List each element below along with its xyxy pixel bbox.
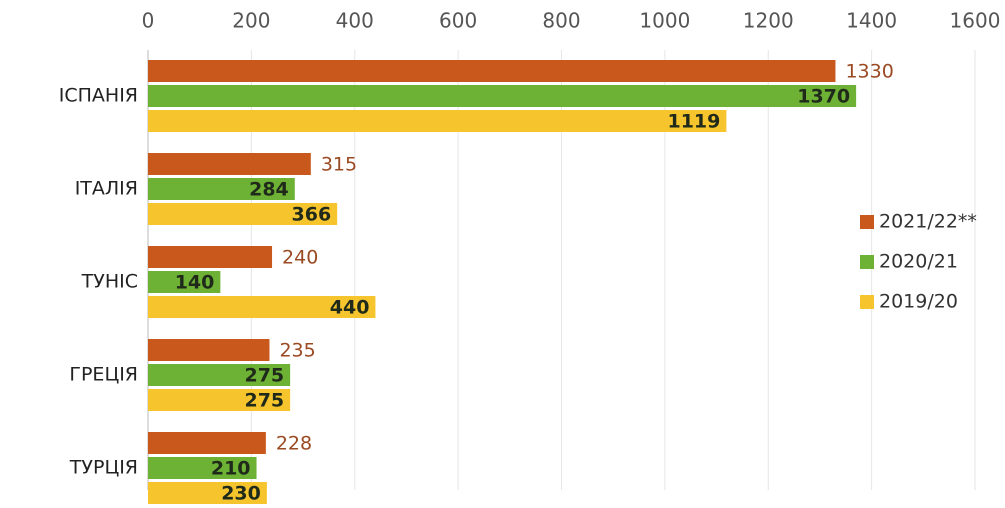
bar (148, 153, 311, 175)
y-tick-label: ТУНІС (81, 271, 138, 293)
value-label: 140 (175, 272, 215, 294)
value-label: 230 (221, 483, 261, 505)
value-label: 284 (249, 179, 289, 201)
x-tick-label: 800 (542, 9, 580, 33)
value-label: 315 (321, 154, 357, 176)
x-tick-label: 400 (336, 9, 374, 33)
value-label: 1330 (845, 61, 893, 83)
bar (148, 85, 856, 107)
x-tick-label: 1600 (950, 9, 1001, 33)
value-label: 366 (292, 204, 332, 226)
value-label: 240 (282, 247, 318, 269)
value-label: 210 (211, 458, 251, 480)
x-tick-label: 1400 (846, 9, 897, 33)
bar (148, 110, 726, 132)
y-tick-label: ІСПАНІЯ (59, 85, 138, 107)
legend-swatch (860, 295, 874, 309)
x-tick-label: 0 (142, 9, 155, 33)
value-label: 275 (244, 365, 284, 387)
x-tick-label: 1000 (639, 9, 690, 33)
legend-swatch (860, 255, 874, 269)
bar (148, 246, 272, 268)
x-tick-label: 600 (439, 9, 477, 33)
x-tick-label: 200 (232, 9, 270, 33)
y-tick-label: ТУРЦІЯ (69, 457, 138, 479)
legend-swatch (860, 215, 874, 229)
value-label: 228 (276, 433, 312, 455)
bar (148, 339, 269, 361)
legend-label: 2019/20 (879, 291, 958, 313)
legend-label: 2021/22** (879, 211, 977, 233)
legend-label: 2020/21 (879, 251, 958, 273)
value-label: 275 (244, 390, 284, 412)
y-tick-label: ГРЕЦІЯ (69, 364, 138, 386)
chart: 0 200 400 600 800 1000 1200 1400 1600 ІСПАНІЯ 1330… (0, 0, 1005, 508)
bar (148, 432, 266, 454)
value-label: 440 (330, 297, 370, 319)
value-label: 235 (279, 340, 315, 362)
x-tick-label: 1200 (743, 9, 794, 33)
y-tick-label: ІТАЛІЯ (75, 178, 138, 200)
value-label: 1370 (797, 86, 850, 108)
value-label: 1119 (667, 111, 720, 133)
bar (148, 60, 835, 82)
